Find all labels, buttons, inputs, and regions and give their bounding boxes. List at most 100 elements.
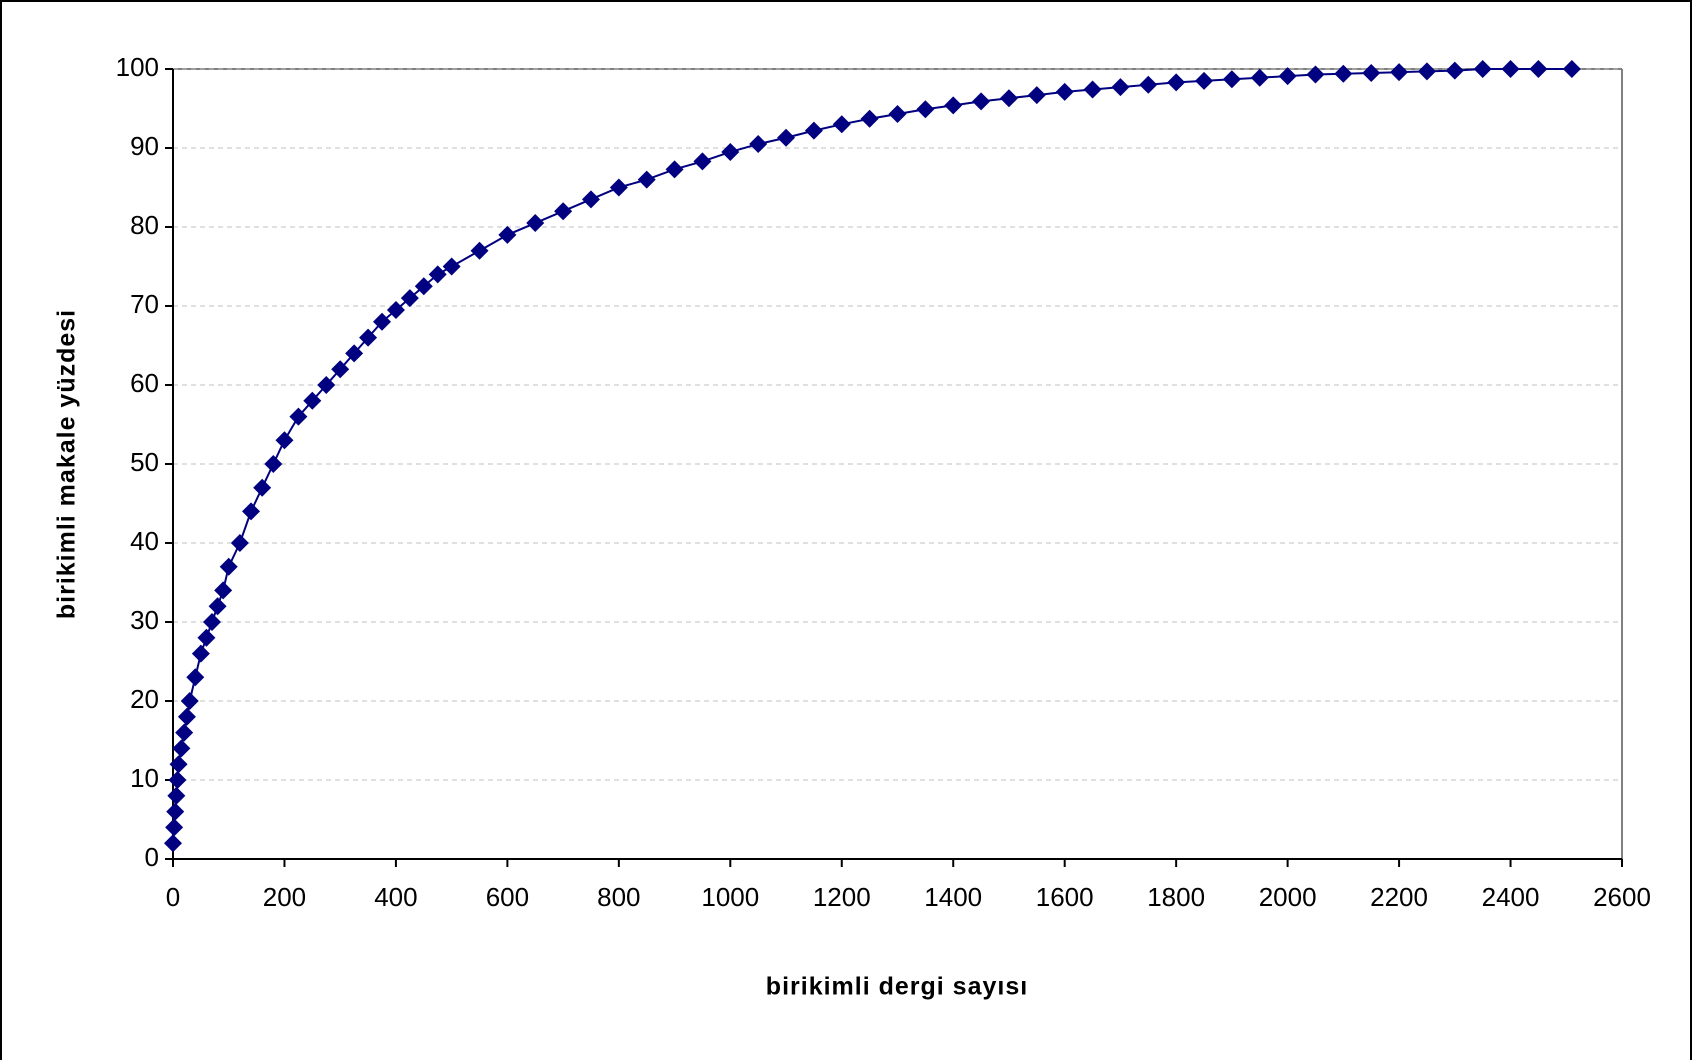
x-tick-label: 2600	[1593, 882, 1651, 912]
data-point	[180, 692, 199, 710]
data-point	[1445, 61, 1464, 80]
data-point	[1250, 68, 1269, 87]
data-point	[1501, 60, 1520, 78]
data-point	[1139, 75, 1158, 94]
data-point	[1278, 67, 1297, 86]
data-point	[1417, 62, 1436, 81]
x-tick-label: 2000	[1259, 882, 1317, 912]
data-point	[400, 289, 419, 308]
x-tick-label: 800	[597, 882, 640, 912]
data-point	[289, 407, 308, 426]
data-point	[203, 613, 222, 631]
data-point	[470, 241, 489, 260]
data-point	[888, 105, 907, 124]
data-point	[442, 257, 461, 276]
data-point	[317, 376, 336, 394]
x-axis-title: birikimli dergi sayısı	[766, 973, 1028, 1001]
y-tick-label: 100	[116, 52, 159, 82]
data-point	[167, 786, 186, 805]
data-point	[1027, 86, 1046, 105]
data-point	[1390, 63, 1409, 82]
data-point	[186, 668, 205, 687]
data-point	[165, 818, 184, 837]
x-tick-label: 1600	[1036, 882, 1094, 912]
y-tick-label: 30	[130, 605, 159, 635]
data-point	[999, 89, 1018, 108]
data-point	[303, 391, 322, 410]
series-line	[172, 68, 1572, 844]
y-tick-label: 10	[130, 763, 159, 793]
data-point	[169, 755, 188, 774]
data-point	[1222, 70, 1241, 89]
data-point	[1111, 78, 1130, 97]
data-point	[359, 328, 378, 347]
y-tick-label: 50	[130, 447, 159, 477]
y-axis-title: birikimli makale yüzdesi	[53, 309, 81, 619]
data-point	[749, 135, 768, 154]
data-point	[214, 581, 233, 600]
data-point	[386, 300, 405, 319]
data-point	[804, 121, 823, 140]
y-tick-label: 20	[130, 684, 159, 714]
y-tick-label: 70	[130, 289, 159, 319]
data-point	[526, 214, 545, 233]
data-point	[554, 202, 573, 221]
y-tick-label: 90	[130, 131, 159, 161]
data-point	[191, 644, 210, 663]
data-point	[916, 100, 935, 119]
data-point	[609, 178, 628, 197]
x-tick-label: 2400	[1482, 882, 1540, 912]
data-point	[693, 152, 712, 171]
data-point	[581, 190, 600, 209]
data-point	[264, 455, 283, 473]
data-point	[230, 534, 249, 552]
data-point	[242, 502, 261, 521]
y-tick-label: 40	[130, 526, 159, 556]
data-point	[665, 160, 684, 179]
y-tick-label: 60	[130, 368, 159, 398]
x-tick-label: 1200	[813, 882, 871, 912]
data-point	[1473, 60, 1492, 78]
data-point	[777, 128, 796, 147]
data-point	[637, 170, 656, 189]
x-tick-label: 2200	[1370, 882, 1428, 912]
data-point	[832, 115, 851, 134]
data-point	[1529, 60, 1548, 78]
x-tick-label: 1400	[924, 882, 982, 912]
data-point	[860, 109, 879, 128]
data-point	[414, 277, 433, 296]
x-tick-label: 1800	[1147, 882, 1205, 912]
data-point	[944, 96, 963, 115]
data-point	[372, 312, 391, 331]
data-point	[972, 92, 991, 111]
data-point	[345, 344, 364, 363]
data-point	[428, 265, 447, 284]
data-point	[1195, 71, 1214, 90]
data-point	[166, 802, 185, 821]
data-point	[197, 628, 216, 647]
data-point	[175, 723, 194, 742]
data-point	[1083, 80, 1102, 99]
data-point	[1334, 64, 1353, 83]
data-point	[331, 360, 350, 379]
y-tick-label: 80	[130, 210, 159, 240]
x-tick-label: 600	[486, 882, 529, 912]
x-tick-label: 0	[166, 882, 180, 912]
data-point	[1167, 73, 1186, 92]
data-point	[219, 557, 238, 576]
data-point	[177, 707, 196, 726]
data-point	[1055, 82, 1074, 101]
data-point	[172, 739, 191, 758]
data-point	[1306, 65, 1325, 84]
data-point	[253, 478, 272, 497]
data-point	[721, 142, 740, 161]
x-tick-label: 1000	[701, 882, 759, 912]
data-point	[208, 597, 227, 616]
y-tick-label: 0	[145, 842, 159, 872]
data-point	[1362, 63, 1381, 82]
x-tick-label: 400	[374, 882, 417, 912]
data-point	[1562, 60, 1581, 78]
